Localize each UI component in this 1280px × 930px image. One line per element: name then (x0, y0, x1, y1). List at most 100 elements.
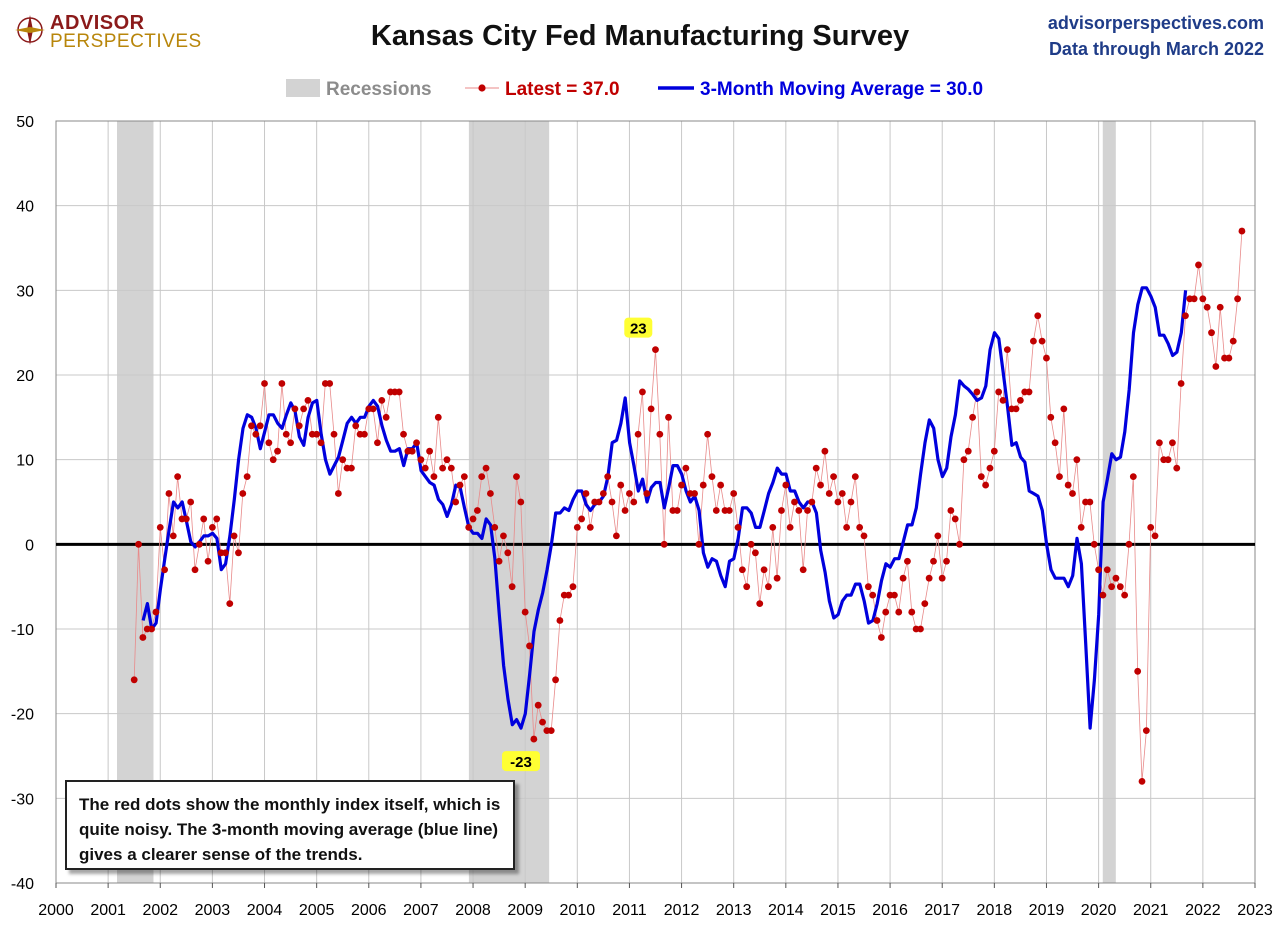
index-point (508, 583, 516, 591)
index-point (647, 405, 655, 413)
index-point (1212, 363, 1220, 370)
index-point (747, 540, 755, 548)
legend: Recessions Latest = 37.0 3-Month Moving Av… (286, 79, 983, 100)
index-point (473, 507, 481, 514)
index-point (226, 600, 234, 607)
index-point (369, 405, 377, 413)
index-point (864, 583, 872, 591)
index-point (460, 473, 468, 480)
callout-bg (502, 751, 541, 772)
index-point (756, 600, 764, 607)
index-point (938, 574, 946, 582)
index-point (504, 549, 512, 557)
index-point (778, 507, 785, 514)
index-point (1034, 312, 1042, 320)
index-point (208, 524, 216, 531)
index-point (426, 447, 433, 455)
x-tick-label: 2006 (351, 902, 387, 919)
index-point (712, 507, 720, 514)
index-point (639, 388, 646, 396)
callout-label: 23 (630, 321, 647, 338)
x-tick-label: 2017 (924, 902, 960, 919)
index-point (156, 524, 164, 531)
index-point (1090, 540, 1098, 548)
index-point (1016, 397, 1024, 404)
index-point (708, 473, 716, 480)
index-point (191, 566, 199, 574)
recession-bands (116, 121, 1116, 883)
compass-logo-icon (15, 15, 45, 45)
index-point (1003, 346, 1011, 353)
index-point (539, 718, 546, 726)
index-point (252, 430, 260, 438)
x-tick-label: 2012 (664, 902, 700, 919)
source-block: advisorperspectives.com Data through Mar… (1048, 10, 1264, 62)
index-point (1190, 295, 1198, 303)
index-point (135, 540, 142, 548)
index-point (413, 439, 420, 447)
index-point (1025, 388, 1033, 396)
legend-label-index: Latest = 37.0 (505, 79, 620, 100)
index-point (860, 532, 868, 540)
index-point (1238, 227, 1246, 235)
index-point (1199, 295, 1207, 303)
index-point (895, 608, 903, 616)
index-point (695, 540, 703, 548)
gridlines (55, 120, 1256, 884)
index-point (665, 413, 672, 421)
x-tick-label: 2003 (195, 902, 231, 919)
index-point (1047, 413, 1055, 421)
index-point (1155, 439, 1163, 447)
index-point (417, 456, 425, 464)
index-point (643, 490, 651, 497)
index-point (382, 413, 390, 421)
index-point (152, 608, 160, 616)
index-point (556, 617, 564, 624)
index-point (447, 464, 455, 472)
index-point (352, 422, 360, 430)
index-point (139, 634, 147, 641)
index-point (547, 727, 555, 734)
index-point (751, 549, 759, 557)
index-point (1095, 566, 1102, 574)
logo-text-bottom: PERSPECTIVES (50, 31, 202, 52)
site-name: advisorperspectives.com (1047, 13, 1264, 33)
index-point (1229, 337, 1237, 345)
index-point (873, 617, 881, 624)
x-tick-label: 2013 (716, 902, 752, 919)
index-point (1134, 667, 1142, 675)
index-point (326, 380, 334, 387)
y-tick-label: 30 (16, 283, 34, 300)
index-point (282, 430, 290, 438)
index-point (1129, 473, 1137, 480)
index-point (526, 642, 533, 650)
index-point (148, 625, 155, 633)
index-point (951, 515, 959, 523)
legend-label-ma: 3-Month Moving Average = 30.0 (700, 79, 983, 100)
index-point (465, 524, 473, 531)
index-point (130, 676, 138, 684)
x-tick-label: 2004 (247, 902, 283, 919)
index-point (877, 634, 885, 641)
index-point (786, 524, 794, 531)
index-point (799, 566, 807, 574)
index-point (1147, 524, 1155, 531)
index-point (1077, 524, 1085, 531)
index-point (947, 507, 955, 514)
index-point (851, 473, 859, 480)
index-point (265, 439, 273, 447)
x-tick-label: 2023 (1237, 902, 1273, 919)
index-point (161, 566, 169, 574)
index-point (1151, 532, 1159, 540)
index-point (517, 498, 525, 506)
index-point (195, 540, 203, 548)
x-tick-label: 2016 (872, 902, 908, 919)
x-tick-label: 2015 (820, 902, 856, 919)
index-point (521, 608, 529, 616)
index-point (765, 583, 772, 591)
x-tick-label: 2019 (1029, 902, 1065, 919)
index-point (1216, 303, 1224, 311)
index-point (956, 540, 963, 548)
index-point (838, 490, 846, 497)
